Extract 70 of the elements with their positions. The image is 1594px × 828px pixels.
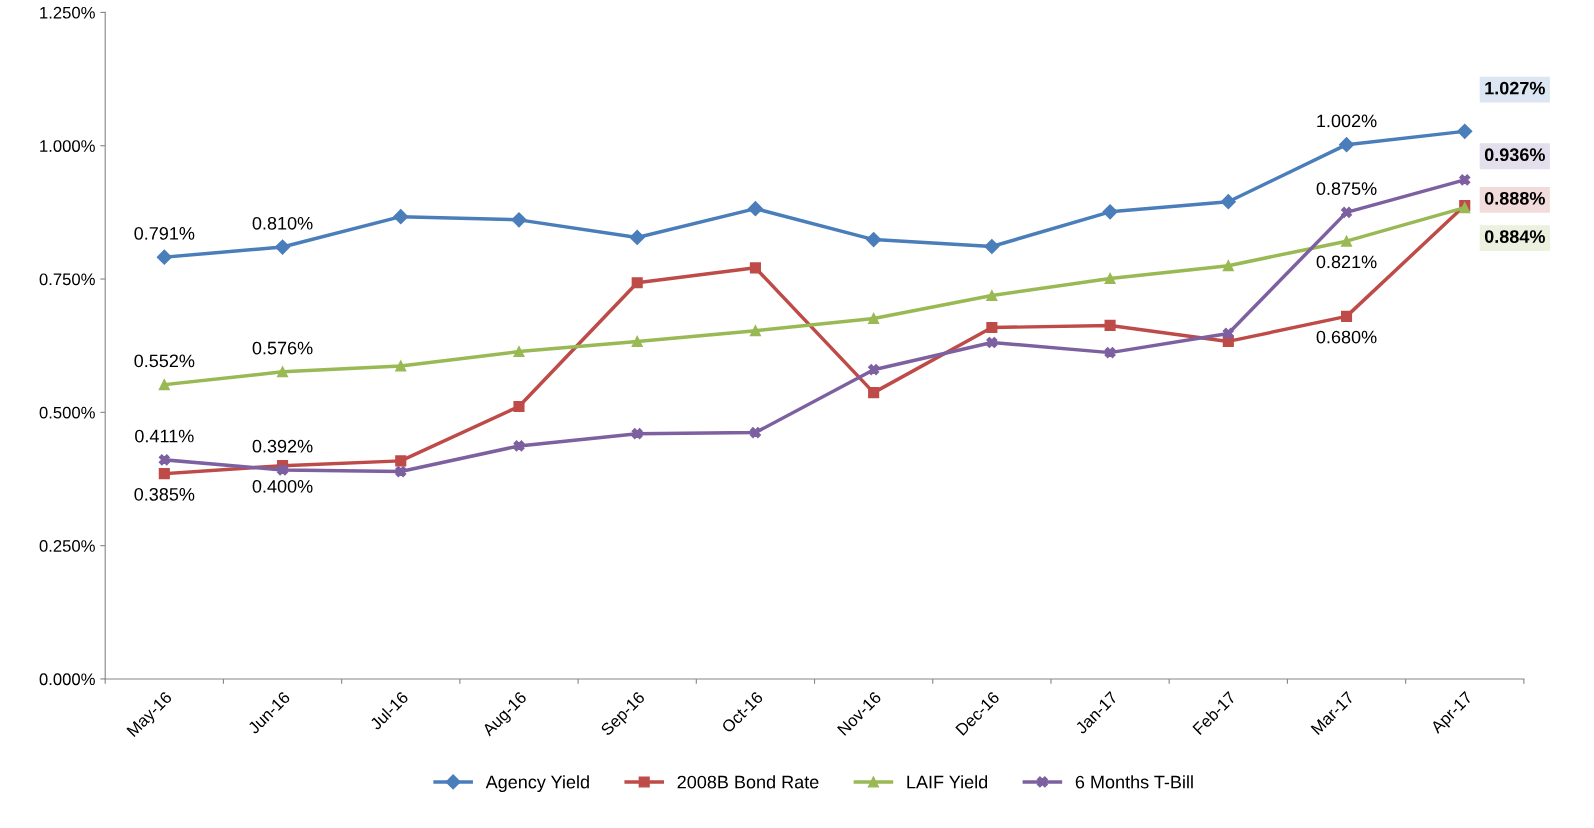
data-label: 0.936% — [1484, 148, 1545, 162]
point — [1222, 260, 1234, 272]
point — [868, 312, 880, 325]
point — [1340, 310, 1353, 322]
point — [395, 360, 407, 372]
point — [868, 387, 880, 399]
point — [513, 440, 525, 452]
point — [1457, 123, 1473, 139]
legend-label: 6 Months T-Bill — [1075, 775, 1193, 789]
data-label: 0.385% — [134, 487, 195, 501]
point — [513, 400, 525, 413]
point — [629, 229, 645, 246]
point — [393, 209, 409, 225]
point — [395, 465, 407, 478]
data-label: 1.002% — [1317, 114, 1377, 128]
point — [631, 335, 643, 347]
data-label: 0.552% — [134, 354, 195, 368]
point — [395, 455, 407, 467]
point — [984, 238, 1000, 255]
point — [866, 232, 882, 248]
y-tick-label: 0.000% — [39, 673, 95, 686]
point — [276, 464, 289, 476]
point — [986, 322, 998, 334]
point — [158, 379, 170, 391]
data-label: 0.392% — [252, 439, 313, 453]
data-label: 0.411% — [135, 429, 194, 443]
point — [631, 428, 643, 440]
point — [631, 277, 643, 289]
point — [749, 325, 761, 337]
point — [1338, 137, 1355, 153]
data-label: 0.576% — [252, 341, 313, 355]
y-tick-label: 0.500% — [39, 406, 95, 419]
point — [156, 249, 172, 265]
point — [986, 336, 998, 349]
point — [1222, 327, 1234, 339]
data-label: 0.680% — [1316, 330, 1377, 344]
point — [749, 427, 761, 439]
data-label: 1.027% — [1485, 81, 1545, 95]
legend-label: Agency Yield — [485, 775, 589, 793]
data-label: 0.888% — [1484, 191, 1545, 205]
point — [1104, 319, 1116, 331]
point — [511, 212, 527, 228]
data-label: 0.791% — [134, 227, 195, 240]
point — [986, 290, 998, 302]
point — [1340, 206, 1353, 218]
data-label: 0.400% — [252, 479, 313, 493]
point — [1459, 174, 1471, 186]
point — [1104, 272, 1116, 285]
legend-label: 2008B Bond Rate — [677, 775, 819, 789]
point — [513, 345, 525, 358]
data-label: 0.875% — [1316, 182, 1377, 196]
point — [274, 239, 291, 255]
point — [868, 364, 880, 376]
data-label: 0.821% — [1316, 255, 1377, 269]
point — [1104, 347, 1116, 359]
point — [1102, 204, 1118, 220]
point — [1220, 194, 1236, 210]
point — [276, 366, 289, 378]
point — [158, 468, 170, 480]
data-label: 0.884% — [1484, 230, 1545, 243]
point — [747, 201, 763, 217]
y-tick-label: 0.750% — [39, 273, 95, 286]
point — [158, 454, 170, 466]
point — [749, 262, 761, 274]
y-tick-label: 1.000% — [40, 140, 95, 152]
point — [1340, 235, 1353, 247]
legend-label: LAIF Yield — [907, 775, 988, 789]
y-tick-label: 1.250% — [40, 6, 95, 19]
data-label: 0.810% — [252, 216, 313, 230]
y-tick-label: 0.250% — [39, 540, 95, 552]
